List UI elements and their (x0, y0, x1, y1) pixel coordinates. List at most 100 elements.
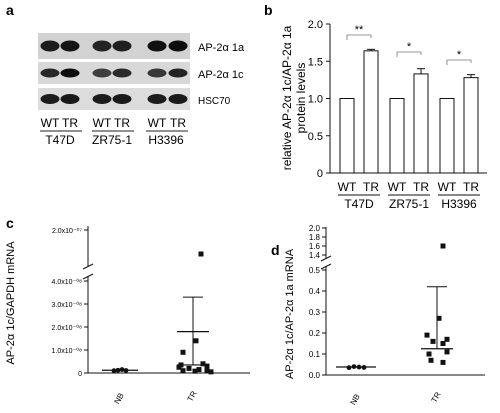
tr-point (430, 338, 436, 344)
x-tick-label: TR (413, 180, 429, 194)
y-tick-label: 1.6 (309, 242, 321, 251)
significance-bracket (346, 34, 372, 40)
x-tick-label: WT (338, 180, 357, 194)
tr-point (193, 338, 199, 344)
bar (439, 98, 455, 174)
bar (363, 50, 379, 174)
band-label-ap2a-1c: AP-2α 1c (198, 69, 244, 81)
tr-point (180, 349, 186, 355)
tr-point (426, 351, 432, 357)
band-ap2a-1a-lane-5 (147, 40, 167, 52)
panel-b-ylabel-line1: relative AP-2α 1c/AP-2α 1a (280, 25, 294, 170)
panel-a-label: a (6, 2, 14, 18)
x-tick-label: TR (463, 180, 479, 194)
panel-c-ylabel: AP-2α 1c/GAPDH mRNA (5, 241, 17, 365)
bar (389, 98, 405, 174)
nb-point (361, 365, 367, 370)
lane-label-wt-2: WT (93, 116, 112, 130)
lane-label-tr-2: TR (114, 116, 130, 130)
band-ap2a-1c-lane-3 (92, 68, 112, 78)
y-tick-label: 2.0x10⁻⁰⁸ (52, 324, 83, 332)
cell-line-zr75: ZR75-1 (92, 133, 132, 147)
y-tick-label: 0.5 (309, 266, 321, 275)
bar (463, 77, 479, 174)
tr-point (440, 359, 446, 365)
nb-point (111, 368, 117, 374)
y-tick-label: 0.5 (308, 131, 323, 143)
panel-b-ylabel-line2: protein levels (294, 63, 308, 134)
nb-point (119, 367, 125, 372)
panel-c-label: c (6, 215, 14, 231)
bar (413, 73, 429, 174)
cell-line-t47d: T47D (45, 133, 75, 147)
tr-point (198, 251, 204, 257)
tr-point (440, 243, 446, 249)
band-ap2a-1c-lane-6 (168, 68, 188, 78)
significance-marker: * (457, 49, 462, 61)
bar (339, 98, 355, 174)
band-hsc70-lane-1 (40, 94, 60, 104)
band-ap2a-1a-lane-1 (40, 40, 60, 52)
tr-point (436, 315, 442, 321)
y-tick-label: 0.1 (309, 350, 321, 359)
lane-label-tr-1: TR (62, 116, 78, 130)
y-tick-label: 3.0x10⁻⁰⁸ (52, 301, 83, 309)
tr-point (444, 336, 450, 342)
tr-point (444, 349, 450, 355)
y-tick-label: 1.0 (308, 94, 323, 106)
y-tick-label: 1.0x10⁻⁰⁸ (52, 347, 83, 355)
band-hsc70-lane-5 (147, 94, 167, 104)
y-tick-label: 2.0 (308, 19, 323, 31)
significance-marker: * (407, 41, 412, 53)
tr-point (440, 341, 446, 346)
band-ap2a-1c-lane-5 (147, 68, 167, 78)
axis-break (320, 263, 332, 270)
band-ap2a-1a-lane-3 (92, 40, 112, 52)
x-tick-label-tr: TR (186, 389, 199, 403)
x-tick-label: WT (388, 180, 407, 194)
band-label-hsc70: HSC70 (198, 96, 231, 107)
panel-d-label: d (271, 242, 280, 258)
band-hsc70-lane-6 (168, 94, 188, 104)
lane-label-wt-1: WT (41, 116, 60, 130)
nb-point (356, 364, 362, 370)
y-tick-label: 0.3 (309, 308, 321, 317)
y-tick-label: 2.0 (309, 224, 321, 233)
significance-bracket (446, 59, 472, 65)
band-ap2a-1a-lane-4 (112, 40, 132, 52)
tr-point (186, 365, 192, 371)
band-ap2a-1a-lane-2 (60, 40, 80, 52)
tr-point (424, 332, 430, 338)
x-tick-label-nb: NB (348, 393, 361, 407)
y-tick-label: 0 (317, 168, 323, 180)
cell-line-h3396: H3396 (148, 133, 184, 147)
panel-d-ylabel: AP-2α 1c/AP-2α 1a mRNA (284, 248, 296, 379)
tr-point (176, 364, 182, 370)
significance-marker: ** (355, 24, 364, 36)
y-tick-label: 2.0x10⁻⁰⁷ (52, 227, 83, 235)
nb-point (351, 364, 357, 369)
tr-point (208, 369, 214, 375)
tr-point (428, 357, 434, 363)
group-label: H3396 (441, 197, 477, 211)
band-ap2a-1c-lane-1 (40, 68, 60, 78)
western-blot (38, 33, 190, 110)
band-ap2a-1c-lane-2 (60, 68, 80, 78)
panel-b-label: b (264, 2, 273, 18)
tr-point (200, 361, 206, 367)
lane-label-wt-3: WT (148, 116, 167, 130)
tr-point (196, 367, 202, 373)
band-ap2a-1a-lane-6 (168, 40, 188, 52)
group-label: ZR75-1 (389, 197, 429, 211)
x-tick-label-tr: TR (430, 390, 443, 404)
band-label-ap2a-1a: AP-2α 1a (198, 42, 245, 54)
significance-bracket (396, 51, 422, 57)
chart-b: 0 0.5 1.0 1.5 2.0 WT TR WT TR WT TR T47D ZR75-1 H3396… (308, 19, 487, 211)
chart-c: 0 1.0x10⁻⁰⁸ 2.0x10⁻⁰⁸ 3.0x10⁻⁰⁸ 4.0x10⁻⁰⁸ 2.0… (52, 226, 250, 406)
band-hsc70-lane-2 (60, 94, 80, 104)
y-tick-label: 1.4 (309, 251, 321, 260)
band-ap2a-1c-lane-4 (112, 68, 132, 78)
lane-label-tr-3: TR (170, 116, 186, 130)
group-label: T47D (344, 197, 374, 211)
tr-point (204, 367, 210, 373)
